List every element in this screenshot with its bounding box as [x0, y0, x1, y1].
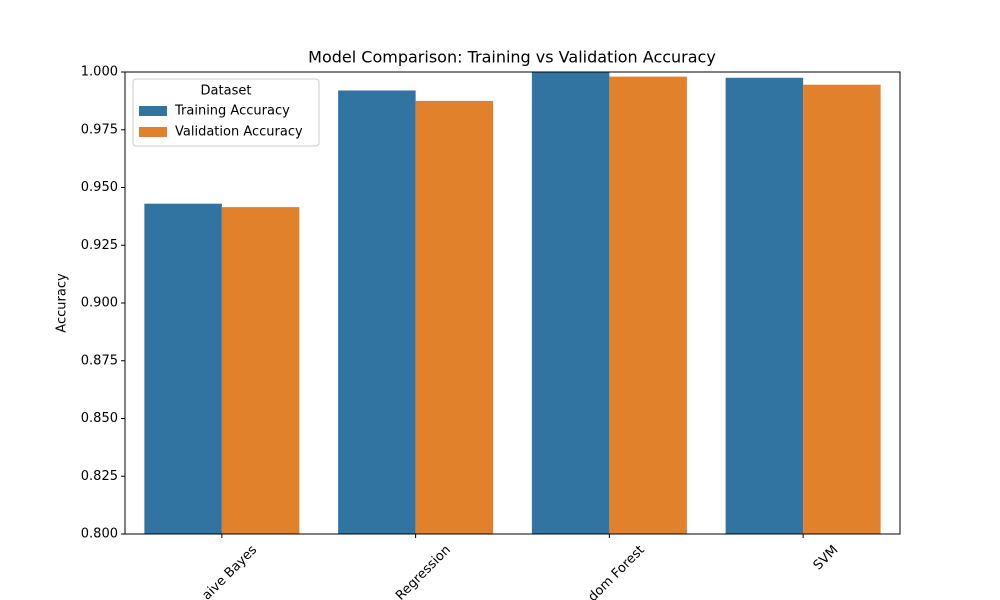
y-tick-label: 0.800	[81, 527, 118, 542]
y-axis-label: Accuracy	[55, 273, 70, 333]
y-tick-label: 0.975	[81, 122, 118, 137]
legend-label: Training Accuracy	[174, 104, 290, 119]
legend-title: Dataset	[201, 84, 252, 99]
legend: Dataset Training Accuracy Validation Accur…	[132, 78, 320, 147]
bar	[725, 77, 804, 535]
legend-swatch	[139, 127, 167, 137]
bar	[803, 84, 881, 534]
y-tick-label: 1.000	[81, 65, 118, 80]
legend-swatch	[139, 106, 167, 116]
bar	[338, 90, 416, 534]
legend-label: Validation Accuracy	[175, 125, 303, 140]
bar	[144, 203, 222, 535]
bar	[221, 207, 300, 534]
y-tick-label: 0.900	[81, 296, 118, 311]
chart-title: Model Comparison: Training vs Validation…	[308, 48, 716, 67]
x-tick-label: aive Bayes	[200, 543, 261, 600]
y-tick-label: 0.825	[81, 469, 118, 484]
y-tick-label: 0.875	[81, 353, 118, 368]
bar	[415, 100, 494, 534]
legend-box	[132, 78, 320, 147]
x-tick-label: SVM	[811, 543, 842, 574]
bar	[609, 76, 687, 535]
y-tick-label: 0.950	[81, 180, 118, 195]
y-tick-label: 0.850	[81, 411, 118, 426]
bar	[531, 72, 610, 534]
x-tick-label: dom Forest	[586, 543, 648, 600]
y-tick-label: 0.925	[81, 238, 118, 253]
x-tick-label: Regression	[393, 543, 454, 600]
